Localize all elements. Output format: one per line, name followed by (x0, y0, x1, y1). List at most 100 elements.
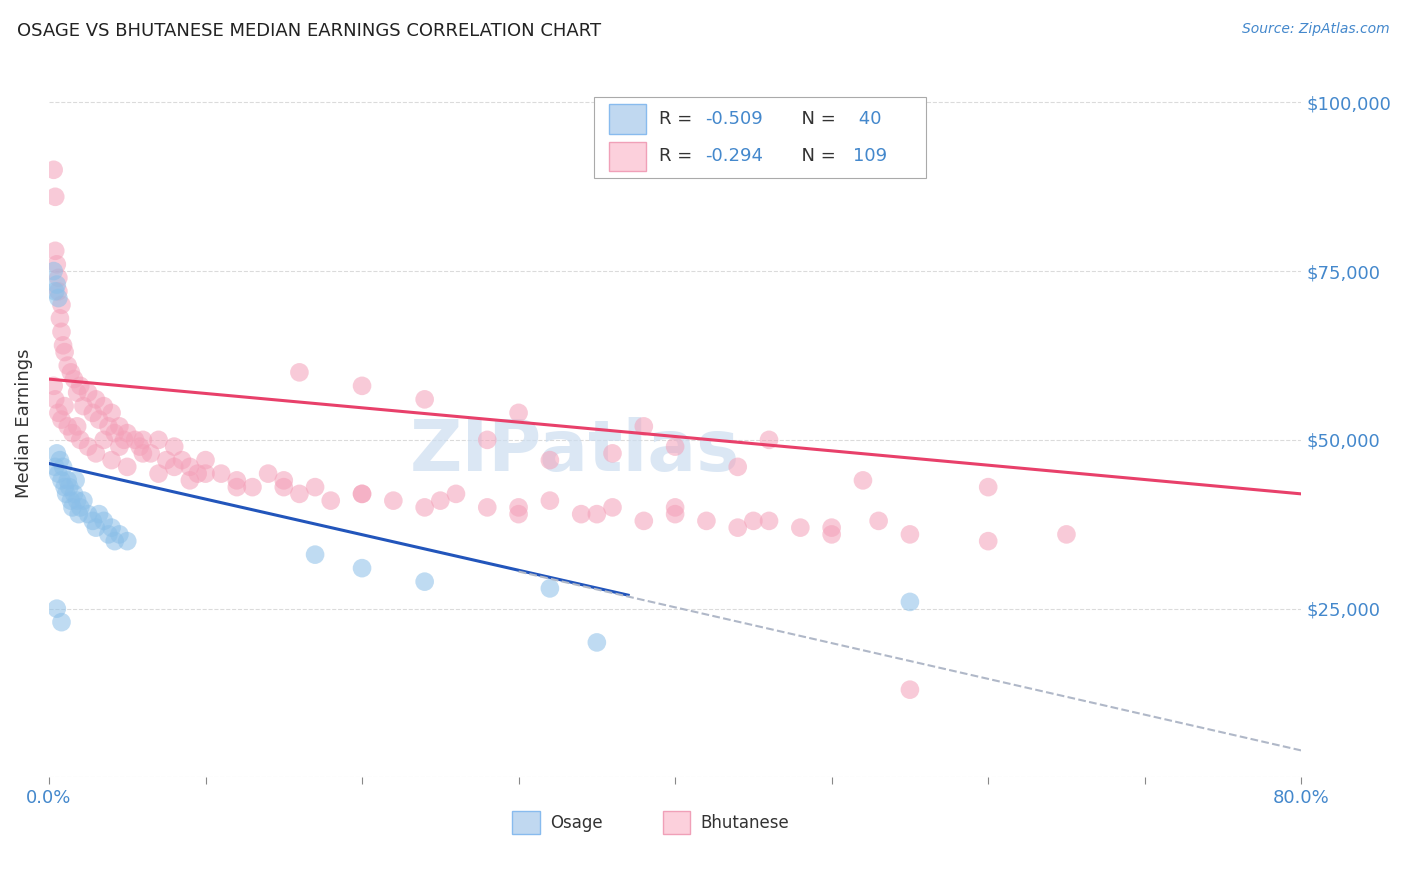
Point (49, 311, 72, 326)
Point (53, 399, 76, 413)
Point (225, 474, 247, 488)
FancyBboxPatch shape (593, 97, 925, 178)
Point (56, 419, 79, 434)
Point (898, 682, 921, 697)
Point (163, 459, 186, 474)
Point (477, 500, 499, 515)
Point (51, 474, 73, 488)
Point (69, 500, 91, 515)
Point (51, 615, 73, 629)
Point (124, 433, 146, 447)
Point (44, 285, 66, 299)
Point (63, 372, 86, 386)
Point (93, 514, 115, 528)
Point (273, 480, 295, 494)
Point (77, 385, 100, 400)
Text: 40: 40 (853, 110, 882, 128)
Point (352, 561, 374, 575)
Point (477, 433, 499, 447)
Point (898, 595, 921, 609)
Text: -0.294: -0.294 (706, 147, 763, 165)
Text: ZIPatlas: ZIPatlas (411, 417, 740, 486)
Point (304, 480, 326, 494)
Point (100, 521, 122, 535)
Point (194, 467, 217, 481)
Point (179, 459, 201, 474)
Text: OSAGE VS BHUTANESE MEDIAN EARNINGS CORRELATION CHART: OSAGE VS BHUTANESE MEDIAN EARNINGS CORRE… (17, 22, 600, 40)
Bar (512, 812, 540, 834)
Point (898, 527, 921, 541)
Point (633, 419, 655, 434)
Point (48, 406, 70, 420)
Point (163, 440, 186, 454)
Point (413, 500, 436, 515)
Point (62, 426, 84, 441)
Point (82, 406, 104, 420)
Point (538, 493, 561, 508)
Point (569, 507, 592, 521)
Point (51, 298, 73, 312)
Point (242, 480, 264, 494)
Point (42, 379, 65, 393)
Point (97, 527, 120, 541)
Point (51, 412, 73, 426)
Point (48, 270, 70, 285)
Point (508, 500, 530, 515)
Point (758, 433, 780, 447)
Text: R =: R = (659, 110, 697, 128)
Point (44, 244, 66, 258)
Point (727, 521, 749, 535)
Point (66, 385, 89, 400)
Point (742, 514, 765, 528)
Point (602, 500, 624, 515)
Point (44, 392, 66, 407)
Point (65, 474, 87, 488)
Point (664, 500, 686, 515)
Point (108, 440, 131, 454)
Point (273, 474, 295, 488)
Point (97, 419, 120, 434)
Point (852, 474, 875, 488)
Point (115, 534, 138, 549)
Point (77, 507, 100, 521)
Point (586, 507, 609, 521)
Point (139, 446, 162, 460)
Point (84, 521, 107, 535)
Point (48, 467, 70, 481)
Point (77, 440, 100, 454)
Point (508, 507, 530, 521)
Point (45, 257, 67, 271)
Point (59, 493, 82, 508)
Point (977, 534, 1000, 549)
Point (42, 162, 65, 177)
Point (108, 527, 131, 541)
Point (49, 453, 72, 467)
Point (53, 345, 76, 359)
Point (56, 359, 79, 373)
Point (48, 291, 70, 305)
Point (87, 412, 110, 426)
Text: Osage: Osage (550, 814, 603, 832)
Point (821, 521, 844, 535)
Text: N =: N = (790, 110, 842, 128)
Point (104, 534, 127, 549)
Point (352, 487, 374, 501)
Point (727, 459, 749, 474)
Point (538, 453, 561, 467)
Point (52, 459, 75, 474)
Point (538, 582, 561, 596)
Point (59, 365, 82, 379)
Point (115, 426, 138, 441)
Point (84, 392, 107, 407)
Point (132, 433, 155, 447)
Point (789, 521, 811, 535)
Point (225, 480, 247, 494)
Point (148, 433, 170, 447)
Point (53, 480, 76, 494)
Text: Source: ZipAtlas.com: Source: ZipAtlas.com (1241, 22, 1389, 37)
Point (209, 467, 232, 481)
Point (44, 190, 66, 204)
Point (187, 467, 209, 481)
Point (66, 493, 89, 508)
Text: -0.509: -0.509 (706, 110, 763, 128)
